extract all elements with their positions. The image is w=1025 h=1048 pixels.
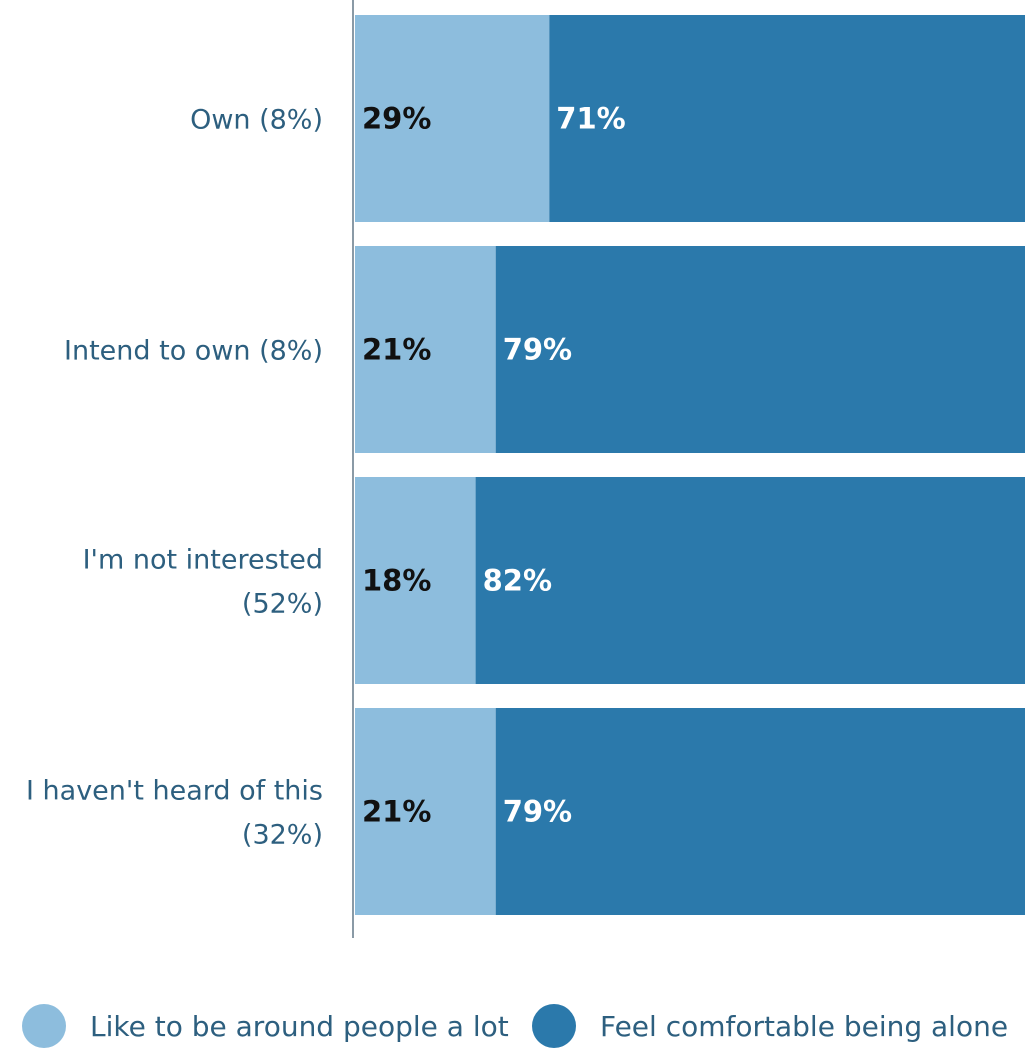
bar-segment xyxy=(355,15,550,222)
data-label: 82% xyxy=(483,564,552,598)
category-label: Own (8%) xyxy=(190,105,323,136)
bar-segment xyxy=(355,708,496,915)
data-label: 79% xyxy=(503,333,572,367)
bars-layer xyxy=(355,15,1025,915)
legend-label: Like to be around people a lot xyxy=(90,1009,509,1043)
legend-item-comfortable-alone: Feel comfortable being alone xyxy=(532,1004,1008,1048)
data-label: 29% xyxy=(362,102,431,136)
data-label: 71% xyxy=(556,102,625,136)
bar-segment xyxy=(475,477,1025,684)
legend-swatch xyxy=(22,1004,66,1048)
data-label: 21% xyxy=(362,333,431,367)
bar-segment xyxy=(355,246,496,453)
bar-segment xyxy=(495,708,1025,915)
bar-segment xyxy=(355,477,476,684)
legend-item-like-people: Like to be around people a lot xyxy=(22,1004,509,1048)
category-label: I'm not interested (52%) xyxy=(83,545,323,620)
bar-segment xyxy=(495,246,1025,453)
data-label: 21% xyxy=(362,795,431,829)
legend-label: Feel comfortable being alone xyxy=(600,1009,1009,1043)
legend: Like to be around people a lot Feel comf… xyxy=(0,990,1025,1048)
data-label: 18% xyxy=(362,564,431,598)
category-label: I haven't heard of this (32%) xyxy=(26,776,323,851)
category-label: Intend to own (8%) xyxy=(64,336,323,367)
data-label: 79% xyxy=(503,795,572,829)
chart: Own (8%) 29% 71% Intend to own (8%) 21% 79% I'… xyxy=(26,0,1025,938)
labels-layer: Own (8%) 29% 71% Intend to own (8%) 21% 79% I'… xyxy=(26,102,626,851)
legend-swatch xyxy=(532,1004,576,1048)
bar-segment xyxy=(549,15,1025,222)
